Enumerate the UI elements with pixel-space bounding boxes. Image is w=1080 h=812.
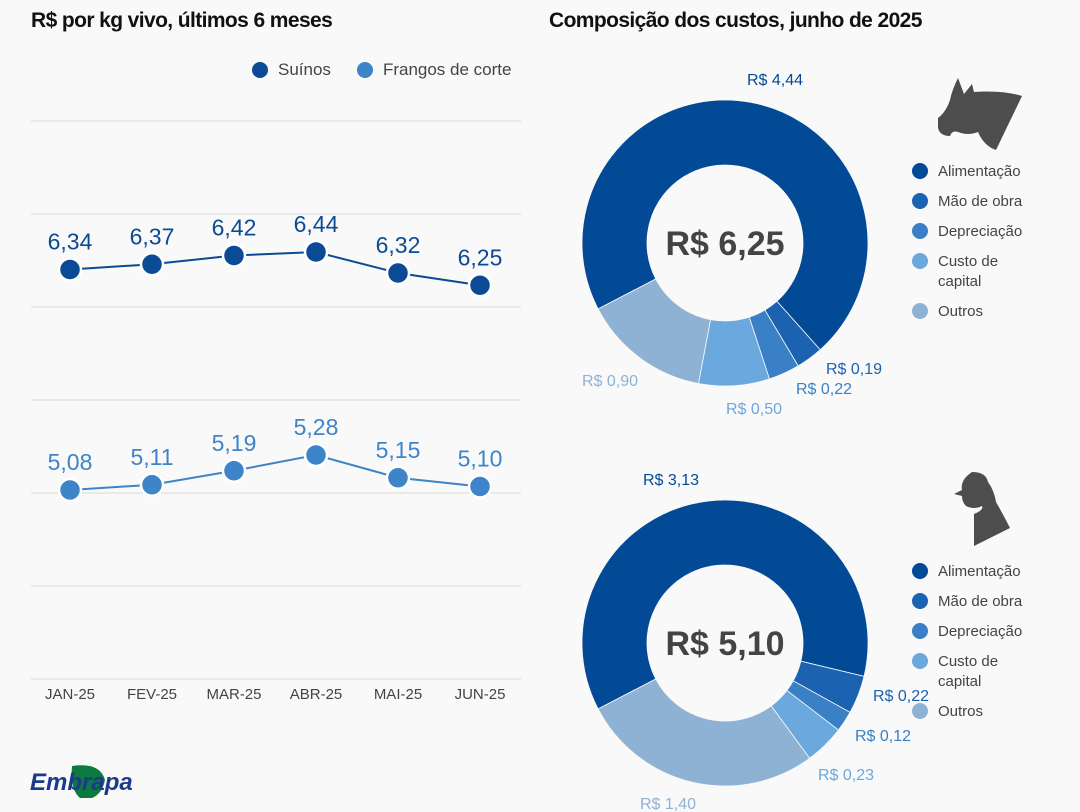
legend-marker-frangos xyxy=(356,62,373,78)
data-label: 5,10 xyxy=(458,446,503,472)
legend-label: Outros xyxy=(938,703,984,720)
data-label: 6,37 xyxy=(130,223,175,249)
legend-marker xyxy=(912,193,928,209)
chicken-icon xyxy=(954,472,1010,546)
legend-marker-suinos xyxy=(252,62,268,78)
donut-legend-suinos: Alimentação Mão de obra Depreciação Custo d… xyxy=(912,162,1038,332)
slice-label: R$ 0,22 xyxy=(796,381,852,398)
data-point xyxy=(57,477,83,503)
legend-label: Mão de obra xyxy=(938,193,1023,210)
legend-item: Custo de capital xyxy=(912,652,1038,692)
legend-marker xyxy=(912,223,928,239)
data-label: 6,25 xyxy=(458,244,503,270)
legend-marker xyxy=(912,563,928,579)
data-label: 6,32 xyxy=(376,232,421,258)
x-tick-label: MAR-25 xyxy=(206,686,261,703)
data-point xyxy=(221,458,247,483)
legend-label: Depreciação xyxy=(938,223,1023,240)
legend-item: Outros xyxy=(912,702,1038,722)
x-tick-label: JUN-25 xyxy=(455,686,506,703)
line-chart-legend: Suínos Frangos de corte xyxy=(252,60,537,80)
slice-label: R$ 1,40 xyxy=(640,796,696,812)
legend-item: Mão de obra xyxy=(912,192,1038,212)
data-point xyxy=(385,465,411,490)
legend-label: Depreciação xyxy=(938,623,1023,640)
legend-item-suinos: Suínos xyxy=(252,60,331,80)
donut-center-total: R$ 6,25 xyxy=(665,225,784,263)
data-point xyxy=(303,239,329,265)
data-label: 5,08 xyxy=(48,449,93,475)
data-label: 5,28 xyxy=(294,414,339,440)
slice-label: R$ 0,22 xyxy=(873,688,929,705)
legend-item: Alimentação xyxy=(912,162,1038,182)
data-label: 5,11 xyxy=(130,444,173,470)
slice-label: R$ 4,44 xyxy=(747,72,803,89)
legend-label-suinos: Suínos xyxy=(278,60,331,79)
series-line-frangos xyxy=(69,453,481,491)
data-point xyxy=(139,252,165,277)
legend-label: Custo de capital xyxy=(938,253,999,290)
line-chart-title: R$ por kg vivo, últimos 6 meses xyxy=(31,9,333,32)
legend-label: Outros xyxy=(938,303,984,320)
data-label: 6,42 xyxy=(212,215,257,241)
legend-item: Alimentação xyxy=(912,562,1038,582)
legend-label: Custo de capital xyxy=(938,653,999,690)
x-tick-label: MAI-25 xyxy=(374,686,422,703)
slice-label: R$ 0,50 xyxy=(726,401,782,418)
legend-item: Depreciação xyxy=(912,622,1038,642)
pig-icon xyxy=(938,78,1022,150)
data-label: 6,44 xyxy=(294,211,339,237)
legend-item: Depreciação xyxy=(912,222,1038,242)
data-point xyxy=(303,442,329,468)
legend-marker xyxy=(912,703,928,719)
donut-hole xyxy=(647,565,803,721)
slice-label: R$ 0,23 xyxy=(818,767,874,784)
legend-marker xyxy=(912,653,928,669)
data-label: 5,19 xyxy=(212,430,257,456)
series-line-suinos xyxy=(69,250,481,287)
slice-label: R$ 0,12 xyxy=(855,728,911,745)
legend-label: Alimentação xyxy=(938,563,1021,580)
logo-text: Embrapa xyxy=(30,769,133,796)
legend-marker xyxy=(912,593,928,609)
donut-center-total: R$ 5,10 xyxy=(665,625,784,663)
donut-hole xyxy=(647,165,803,321)
donut-legend-frangos: Alimentação Mão de obra Depreciação Custo d… xyxy=(912,562,1038,732)
x-tick-label: ABR-25 xyxy=(290,686,343,703)
data-point xyxy=(467,273,493,298)
legend-label: Alimentação xyxy=(938,163,1021,180)
legend-marker xyxy=(912,163,928,179)
slice-label: R$ 0,19 xyxy=(826,361,882,378)
legend-item: Mão de obra xyxy=(912,592,1038,612)
embrapa-logo: Embrapa xyxy=(30,765,133,798)
legend-label: Mão de obra xyxy=(938,593,1023,610)
legend-marker xyxy=(912,303,928,319)
x-tick-label: JAN-25 xyxy=(45,686,95,703)
donut-charts-title: Composição dos custos, junho de 2025 xyxy=(549,9,922,32)
legend-marker xyxy=(912,623,928,639)
legend-item: Outros xyxy=(912,302,1038,322)
legend-label-frangos: Frangos de corte xyxy=(382,60,512,79)
data-label: 5,15 xyxy=(376,437,421,463)
data-point xyxy=(139,472,165,497)
data-point xyxy=(221,243,247,268)
slice-label: R$ 0,90 xyxy=(582,373,638,390)
data-point xyxy=(467,474,493,499)
slice-label: R$ 3,13 xyxy=(643,472,699,489)
data-label: 6,34 xyxy=(48,229,93,255)
x-tick-label: FEV-25 xyxy=(127,686,177,703)
legend-marker xyxy=(912,253,928,269)
data-point xyxy=(57,257,83,282)
legend-item-frangos: Frangos de corte xyxy=(356,60,512,80)
data-point xyxy=(385,260,411,286)
legend-item: Custo de capital xyxy=(912,252,1038,292)
